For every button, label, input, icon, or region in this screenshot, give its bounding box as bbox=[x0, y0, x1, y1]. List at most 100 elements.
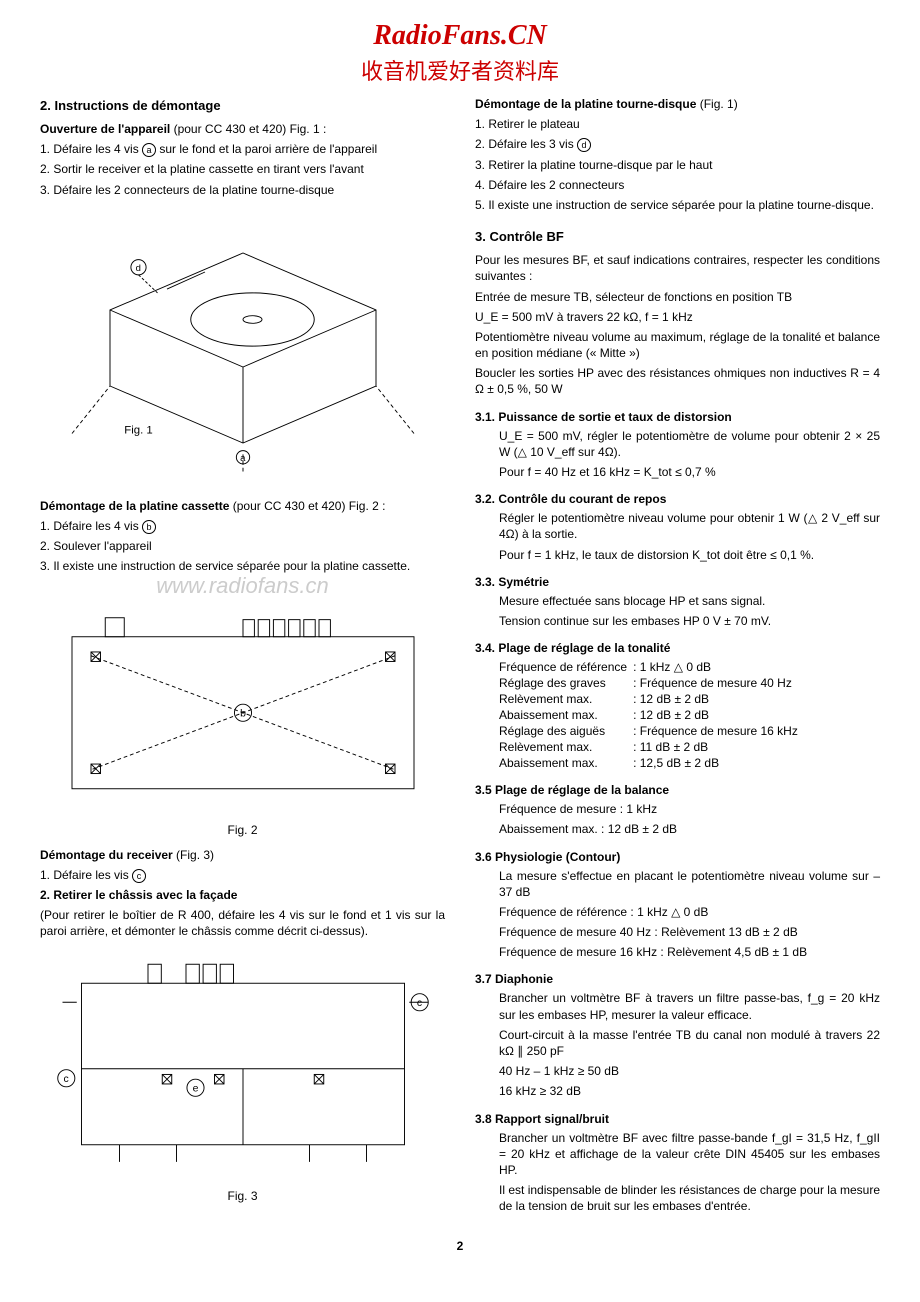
svg-text:b: b bbox=[240, 708, 246, 719]
receiver-bold: Démontage du receiver bbox=[40, 848, 173, 862]
s34-title: 3.4. Plage de réglage de la tonalité bbox=[475, 641, 880, 655]
bf-ue: U_E = 500 mV à travers 22 kΩ, f = 1 kHz bbox=[475, 309, 880, 325]
s32-b: Pour f = 1 kHz, le taux de distorsion K_… bbox=[499, 547, 880, 563]
tt-step-1: 1. Retirer le plateau bbox=[475, 116, 880, 132]
cas-step-1: 1. Défaire les 4 vis b bbox=[40, 518, 445, 534]
tonal-2-0: Relèvement max. bbox=[499, 691, 633, 707]
s33-b: Tension continue sur les embases HP 0 V … bbox=[499, 613, 880, 629]
circle-a-icon: a bbox=[142, 143, 156, 157]
s37-d: 16 kHz ≥ 32 dB bbox=[499, 1083, 880, 1099]
page-number: 2 bbox=[40, 1239, 880, 1253]
s36-c: Fréquence de mesure 40 Hz : Relèvement 1… bbox=[499, 924, 880, 940]
watermark-title: RadioFans.CN bbox=[40, 20, 880, 52]
fig3-caption: Fig. 3 bbox=[40, 1189, 445, 1203]
tonal-1-1: : Fréquence de mesure 40 Hz bbox=[633, 675, 804, 691]
s36-title: 3.6 Physiologie (Contour) bbox=[475, 850, 880, 864]
tonal-0-0: Fréquence de référence bbox=[499, 659, 633, 675]
tonal-4-0: Réglage des aiguës bbox=[499, 723, 633, 739]
tonal-table: Fréquence de référence: 1 kHz △ 0 dB Rég… bbox=[499, 659, 804, 771]
right-column: Démontage de la platine tourne-disque (F… bbox=[475, 92, 880, 1219]
tonal-3-1: : 12 dB ± 2 dB bbox=[633, 707, 804, 723]
tt-step-3: 3. Retirer la platine tourne-disque par … bbox=[475, 157, 880, 173]
figure-1: d a Fig. 1 bbox=[40, 208, 445, 488]
open-step-2: 2. Sortir le receiver et la platine cass… bbox=[40, 161, 445, 177]
cas-step-3: 3. Il existe une instruction de service … bbox=[40, 558, 445, 574]
figure-2: b bbox=[40, 603, 445, 813]
s31-b: Pour f = 40 Hz et 16 kHz = K_tot ≤ 0,7 % bbox=[499, 464, 880, 480]
section-3-title: 3. Contrôle BF bbox=[475, 229, 880, 244]
tonal-2-1: : 12 dB ± 2 dB bbox=[633, 691, 804, 707]
tt-step-2: 2. Défaire les 3 vis d bbox=[475, 136, 880, 152]
turntable-rest: (Fig. 1) bbox=[696, 97, 737, 111]
s36-a: La mesure s'effectue en placant le poten… bbox=[499, 868, 880, 900]
watermark-subtitle: 收音机爱好者资料库 bbox=[40, 54, 880, 86]
s36-d: Fréquence de mesure 16 kHz : Relèvement … bbox=[499, 944, 880, 960]
cassette-bold: Démontage de la platine cassette bbox=[40, 499, 229, 513]
cassette-header: Démontage de la platine cassette (pour C… bbox=[40, 498, 445, 514]
receiver-rest: (Fig. 3) bbox=[173, 848, 214, 862]
fig2-caption: Fig. 2 bbox=[40, 823, 445, 837]
open1b: sur le fond et la paroi arrière de l'app… bbox=[156, 142, 377, 156]
svg-text:c: c bbox=[63, 1074, 68, 1085]
open-step-3: 3. Défaire les 2 connecteurs de la plati… bbox=[40, 182, 445, 198]
rec-note: (Pour retirer le boîtier de R 400, défai… bbox=[40, 907, 445, 939]
section-2-title: 2. Instructions de démontage bbox=[40, 98, 445, 113]
s35-b: Abaissement max. : 12 dB ± 2 dB bbox=[499, 821, 880, 837]
tonal-5-1: : 11 dB ± 2 dB bbox=[633, 739, 804, 755]
opening-bold: Ouverture de l'appareil bbox=[40, 122, 170, 136]
tonal-0-1: : 1 kHz △ 0 dB bbox=[633, 659, 804, 675]
s35-title: 3.5 Plage de réglage de la balance bbox=[475, 783, 880, 797]
two-column-layout: 2. Instructions de démontage Ouverture d… bbox=[40, 92, 880, 1219]
tonal-6-1: : 12,5 dB ± 2 dB bbox=[633, 755, 804, 771]
circle-d-icon: d bbox=[577, 138, 591, 152]
bf-pot: Potentiomètre niveau volume au maximum, … bbox=[475, 329, 880, 361]
bf-entree: Entrée de mesure TB, sélecteur de foncti… bbox=[475, 289, 880, 305]
rec-step-1: 1. Défaire les vis c bbox=[40, 867, 445, 883]
turntable-bold: Démontage de la platine tourne-disque bbox=[475, 97, 696, 111]
rec-step-2: 2. Retirer le châssis avec la façade bbox=[40, 887, 445, 903]
receiver-header: Démontage du receiver (Fig. 3) bbox=[40, 847, 445, 863]
tt2a: 2. Défaire les 3 vis bbox=[475, 137, 577, 151]
s32-title: 3.2. Contrôle du courant de repos bbox=[475, 492, 880, 506]
s37-a: Brancher un voltmètre BF à travers un fi… bbox=[499, 990, 880, 1022]
s31-a: U_E = 500 mV, régler le potentiomètre de… bbox=[499, 428, 880, 460]
circle-c-icon: c bbox=[132, 869, 146, 883]
bf-intro: Pour les mesures BF, et sauf indications… bbox=[475, 252, 880, 284]
figure-3: c c e bbox=[40, 949, 445, 1179]
tt-step-5: 5. Il existe une instruction de service … bbox=[475, 197, 880, 213]
s37-title: 3.7 Diaphonie bbox=[475, 972, 880, 986]
s33-title: 3.3. Symétrie bbox=[475, 575, 880, 589]
s38-b: Il est indispensable de blinder les rési… bbox=[499, 1182, 880, 1214]
s35-a: Fréquence de mesure : 1 kHz bbox=[499, 801, 880, 817]
cas-step-2: 2. Soulever l'appareil bbox=[40, 538, 445, 554]
s38-title: 3.8 Rapport signal/bruit bbox=[475, 1112, 880, 1126]
s37-b: Court-circuit à la masse l'entrée TB du … bbox=[499, 1027, 880, 1059]
s38-a: Brancher un voltmètre BF avec filtre pas… bbox=[499, 1130, 880, 1179]
circle-b-icon: b bbox=[142, 520, 156, 534]
tonal-6-0: Abaissement max. bbox=[499, 755, 633, 771]
s33-a: Mesure effectuée sans blocage HP et sans… bbox=[499, 593, 880, 609]
cas1a: 1. Défaire les 4 vis bbox=[40, 519, 142, 533]
left-column: 2. Instructions de démontage Ouverture d… bbox=[40, 92, 445, 1219]
s32-a: Régler le potentiomètre niveau volume po… bbox=[499, 510, 880, 542]
s37-c: 40 Hz – 1 kHz ≥ 50 dB bbox=[499, 1063, 880, 1079]
tonal-1-0: Réglage des graves bbox=[499, 675, 633, 691]
turntable-header: Démontage de la platine tourne-disque (F… bbox=[475, 96, 880, 112]
svg-text:e: e bbox=[192, 1084, 198, 1095]
open-step-1: 1. Défaire les 4 vis a sur le fond et la… bbox=[40, 141, 445, 157]
opening-rest: (pour CC 430 et 420) Fig. 1 : bbox=[170, 122, 326, 136]
cassette-rest: (pour CC 430 et 420) Fig. 2 : bbox=[229, 499, 385, 513]
svg-text:a: a bbox=[240, 453, 246, 464]
tonal-3-0: Abaissement max. bbox=[499, 707, 633, 723]
open1a: 1. Défaire les 4 vis bbox=[40, 142, 142, 156]
s31-title: 3.1. Puissance de sortie et taux de dist… bbox=[475, 410, 880, 424]
tt-step-4: 4. Défaire les 2 connecteurs bbox=[475, 177, 880, 193]
svg-text:c: c bbox=[416, 998, 421, 1009]
tonal-5-0: Relèvement max. bbox=[499, 739, 633, 755]
opening-header: Ouverture de l'appareil (pour CC 430 et … bbox=[40, 121, 445, 137]
faint-watermark: www.radiofans.cn bbox=[40, 573, 445, 599]
s36-b: Fréquence de référence : 1 kHz △ 0 dB bbox=[499, 904, 880, 920]
svg-text:d: d bbox=[135, 263, 140, 274]
svg-text:Fig. 1: Fig. 1 bbox=[124, 424, 153, 436]
bf-hp: Boucler les sorties HP avec des résistan… bbox=[475, 365, 880, 397]
